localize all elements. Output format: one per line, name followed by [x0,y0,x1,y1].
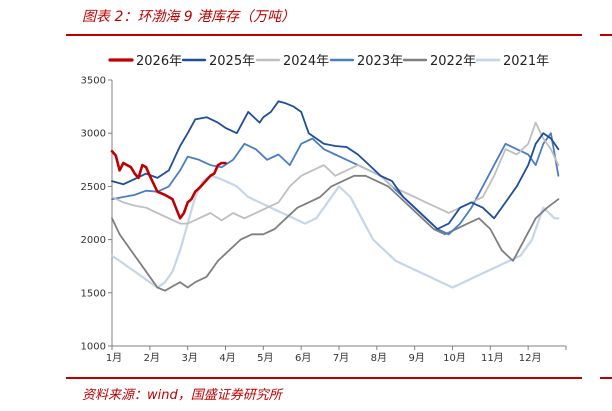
x-tick-label: 1月 [106,352,122,364]
legend-entry: 2026年 [136,54,182,69]
x-tick-label: 8月 [371,352,387,364]
top-divider [66,34,582,36]
y-tick-label: 1000 [81,342,106,353]
series-line-2025年 [111,100,560,230]
x-tick-label: 10月 [443,352,466,364]
bottom-divider [66,377,582,379]
x-tick-label: 11月 [481,352,504,364]
x-tick-label: 7月 [333,352,349,364]
chart-series [110,100,560,292]
y-tick-label: 3500 [81,76,106,87]
chart-axes: 1000 1500 2000 2500 3000 3500 1月 2月 3月 4月 5月 6月 7月 8月… [81,76,567,364]
legend-entry: 2021年 [503,54,549,69]
x-tick-label: 12月 [519,352,542,364]
x-tick-label: 4月 [219,352,235,364]
legend-entry: 2024年 [283,54,329,69]
legend-entry: 2025年 [209,54,255,69]
series-line-2022年 [111,174,560,292]
legend-entry: 2023年 [357,54,403,69]
x-tick-label: 2月 [144,352,160,364]
series-line-2021年 [110,174,560,289]
x-tick-label: 5月 [257,352,273,364]
series-line-2024年 [111,121,560,225]
legend-entry: 2022年 [430,54,476,69]
x-tick-label: 6月 [295,352,311,364]
y-tick-label: 3000 [81,129,106,140]
series-line-2023年 [111,132,560,236]
source-note: 资料来源：wind，国盛证券研究所 [82,388,282,403]
series-line-2026年 [110,150,227,220]
x-tick-label: 9月 [408,352,424,364]
y-tick-label: 2500 [81,182,106,193]
y-tick-label: 2000 [81,235,106,246]
top-divider-stub [600,34,612,36]
chart-legend: 2026年 2025年 2024年 2023年 2022年 2021年 [108,54,549,69]
figure-title: 图表 2：环渤海 9 港库存（万吨） [82,9,296,25]
x-tick-label: 3月 [181,352,197,364]
y-tick-label: 1500 [81,288,106,299]
bottom-divider-stub [600,377,612,379]
